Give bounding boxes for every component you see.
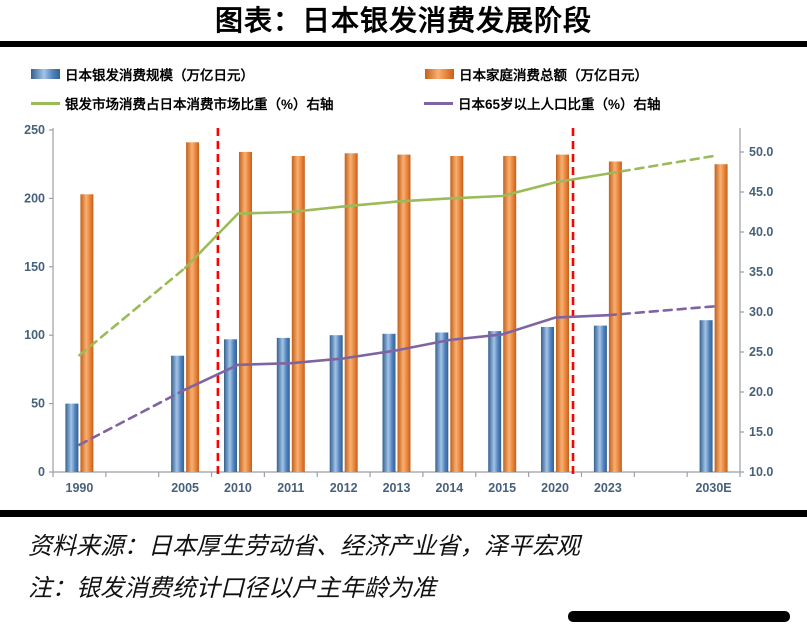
svg-text:200: 200 xyxy=(24,191,45,205)
blue-bar-swatch-icon xyxy=(31,69,60,79)
svg-text:2023: 2023 xyxy=(594,481,622,495)
svg-text:100: 100 xyxy=(24,328,45,342)
svg-text:50: 50 xyxy=(31,397,45,411)
x-axis-labels: 1990 2005 2010 2011 2012 2013 2014 2015 2020 2023… xyxy=(66,481,732,495)
bar xyxy=(344,153,358,473)
svg-text:250: 250 xyxy=(24,123,45,137)
bar xyxy=(699,320,713,472)
svg-text:2011: 2011 xyxy=(277,481,304,495)
svg-text:45.0: 45.0 xyxy=(749,185,773,199)
bar xyxy=(186,142,200,473)
line-series-1 xyxy=(78,305,715,447)
svg-text:2010: 2010 xyxy=(224,481,252,495)
svg-text:2030E: 2030E xyxy=(695,481,731,495)
footer-black-bar xyxy=(568,611,790,622)
svg-text:20.0: 20.0 xyxy=(749,385,773,399)
svg-text:2020: 2020 xyxy=(541,481,569,495)
svg-text:35.0: 35.0 xyxy=(749,265,773,279)
svg-text:2005: 2005 xyxy=(171,481,199,495)
legend-item-household-consumption: 日本家庭消费总额（万亿日元） xyxy=(425,66,648,83)
bar xyxy=(593,325,607,472)
source-text: 资料来源：日本厚生劳动省、经济产业省，泽平宏观 xyxy=(28,534,580,560)
bar xyxy=(556,154,569,472)
axes xyxy=(49,128,744,477)
green-line-swatch-icon xyxy=(31,101,60,105)
bar xyxy=(329,335,343,472)
svg-text:15.0: 15.0 xyxy=(749,425,773,439)
left-axis-labels: 0 50 100 150 200 250 xyxy=(24,123,45,479)
title-divider-rule xyxy=(0,41,807,47)
legend-item-silver-share: 银发市场消费占日本消费市场比重（%）右轴 xyxy=(31,95,334,112)
phase-divider-lines xyxy=(216,128,575,478)
svg-text:25.0: 25.0 xyxy=(749,345,773,359)
note-text: 注：银发消费统计口径以户主年龄为准 xyxy=(28,576,436,602)
svg-text:10.0: 10.0 xyxy=(749,465,773,479)
bar xyxy=(608,161,622,472)
bar xyxy=(382,333,396,472)
svg-text:2013: 2013 xyxy=(383,481,411,495)
bar xyxy=(541,327,554,472)
bar-series-0 xyxy=(65,320,713,472)
bar xyxy=(714,164,728,472)
svg-text:40.0: 40.0 xyxy=(749,225,773,239)
bar xyxy=(239,151,252,472)
legend-item-elderly-share: 日本65岁以上人口比重（%）右轴 xyxy=(424,95,661,112)
bar xyxy=(291,156,305,472)
bar-series-1 xyxy=(80,142,728,473)
svg-text:30.0: 30.0 xyxy=(749,305,773,319)
line-series-0 xyxy=(78,154,715,357)
svg-text:1990: 1990 xyxy=(66,481,94,495)
legend-label: 银发市场消费占日本消费市场比重（%）右轴 xyxy=(65,97,334,112)
bar xyxy=(435,332,449,472)
svg-text:0: 0 xyxy=(38,465,45,479)
legend-item-silver-consumption: 日本银发消费规模（万亿日元） xyxy=(31,66,254,83)
right-axis-labels: 10.0 15.0 20.0 25.0 30.0 35.0 40.0 45.0 50.0 xyxy=(749,145,773,479)
legend-label: 日本65岁以上人口比重（%）右轴 xyxy=(458,97,661,112)
combo-chart: 0 50 100 150 200 250 10.0 15.0 20.0 25.0 30.0 35.0 4… xyxy=(0,120,807,510)
bar xyxy=(80,194,94,473)
chart-title: 图表：日本银发消费发展阶段 xyxy=(214,5,592,36)
svg-text:2014: 2014 xyxy=(435,481,463,495)
svg-text:2012: 2012 xyxy=(330,481,358,495)
legend-label: 日本银发消费规模（万亿日元） xyxy=(65,68,254,83)
bar xyxy=(276,337,290,472)
bar xyxy=(488,331,502,472)
bar xyxy=(397,154,411,472)
bar xyxy=(65,403,79,472)
orange-bar-swatch-icon xyxy=(425,69,454,79)
bar xyxy=(450,156,464,472)
svg-text:2015: 2015 xyxy=(488,481,516,495)
footer-divider-rule xyxy=(0,510,807,517)
svg-text:150: 150 xyxy=(24,260,45,274)
svg-text:50.0: 50.0 xyxy=(749,145,773,159)
bar xyxy=(224,339,237,472)
purple-line-swatch-icon xyxy=(424,101,453,105)
bar xyxy=(171,355,185,472)
bar xyxy=(503,156,517,472)
legend-label: 日本家庭消费总额（万亿日元） xyxy=(459,68,648,83)
